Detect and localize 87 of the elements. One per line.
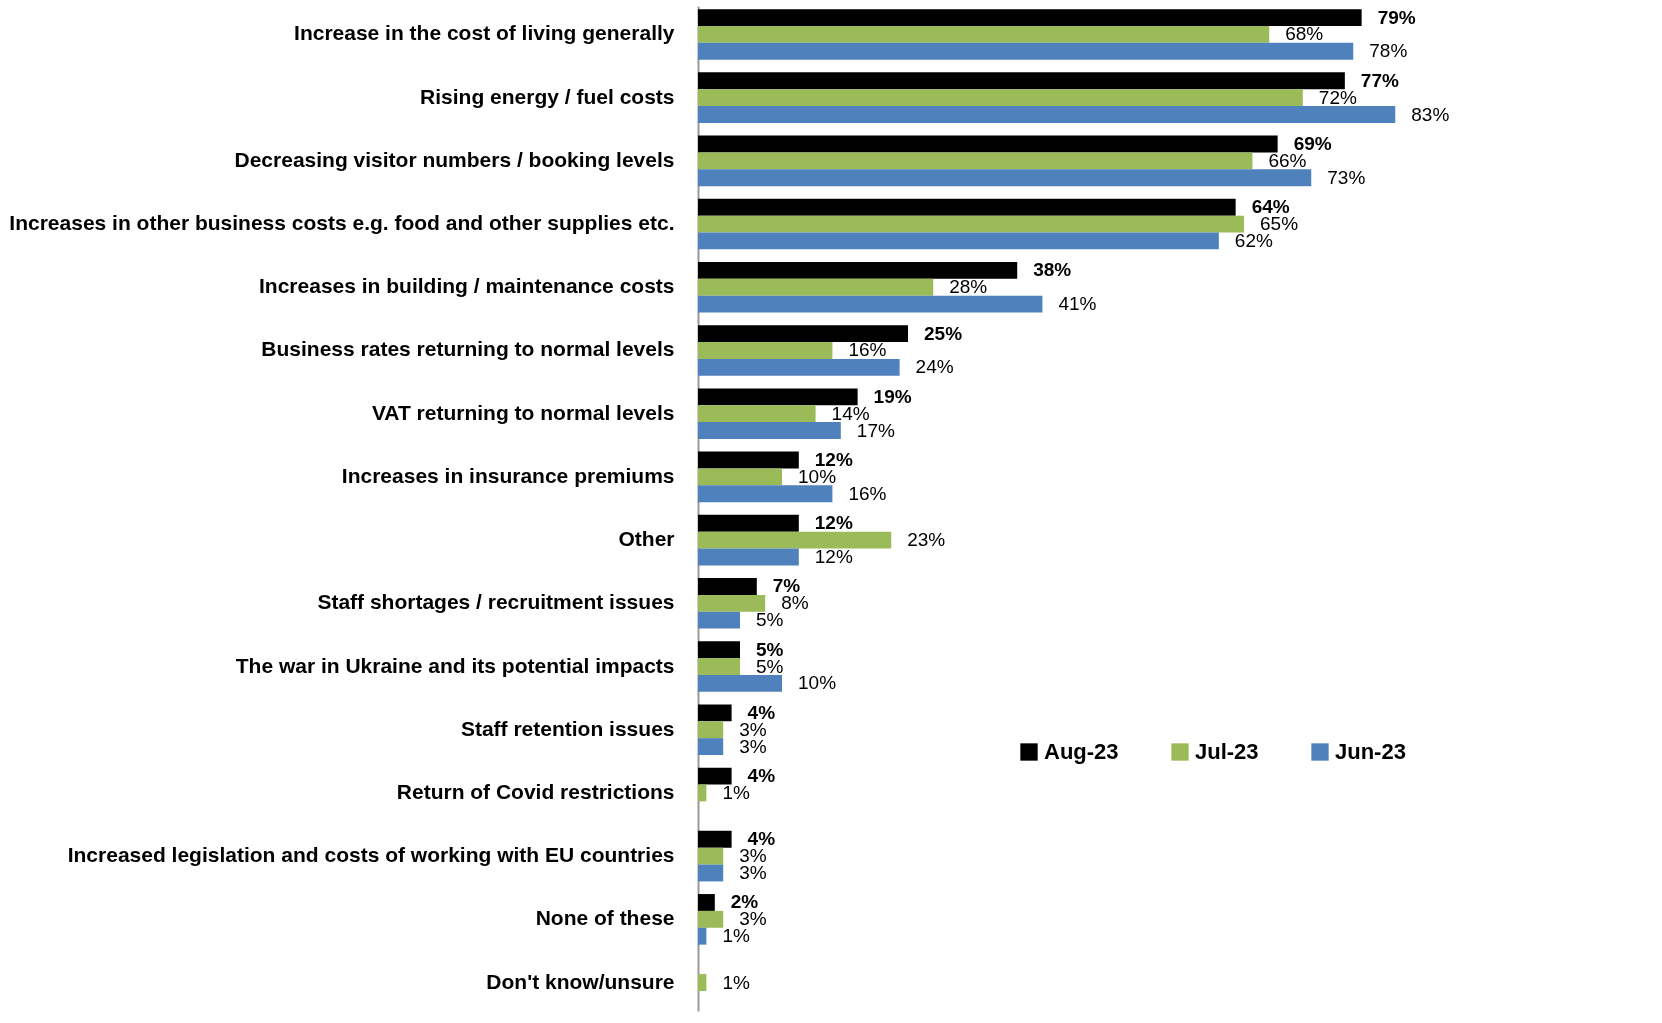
y-tick-label: Return of Covid restrictions — [396, 779, 675, 803]
data-label: 12% — [814, 545, 853, 567]
data-label: 41% — [1058, 293, 1097, 315]
bar — [698, 974, 707, 991]
bar — [698, 215, 1245, 233]
y-tick-label: VAT returning to normal levels — [371, 400, 675, 424]
data-label: 77% — [1360, 69, 1399, 91]
bar — [698, 422, 841, 439]
y-tick-label: Decreasing visitor numbers / booking levels — [234, 147, 675, 171]
data-label: 38% — [1033, 259, 1072, 281]
y-tick-label: Increases in building / maintenance costs — [259, 274, 675, 298]
data-label: 23% — [907, 529, 946, 551]
bar — [698, 721, 724, 739]
legend-label: Aug-23 — [1044, 739, 1119, 764]
y-tick-label: Increased legislation and costs of working with EU countries — [67, 843, 675, 867]
bar — [698, 152, 1253, 170]
bar — [698, 594, 766, 612]
data-label: 72% — [1318, 86, 1357, 108]
bar — [698, 405, 816, 423]
bar — [698, 278, 934, 296]
bar — [698, 9, 1362, 27]
bar — [698, 910, 724, 928]
bar — [698, 704, 732, 722]
bar — [698, 578, 757, 595]
data-label: 16% — [848, 482, 887, 504]
data-label: 19% — [873, 385, 912, 407]
bar — [698, 548, 799, 566]
y-tick-label: Increases in other business costs e.g. food and other supplies etc. — [9, 211, 675, 235]
y-tick-label: Don't know/unsure — [486, 969, 675, 993]
bar — [698, 784, 707, 802]
y-tick-label: The war in Ukraine and its potential impacts — [235, 653, 675, 677]
data-label: 68% — [1285, 23, 1324, 45]
bar — [698, 864, 724, 882]
data-label: 16% — [848, 339, 887, 361]
bar — [698, 468, 783, 486]
data-label: 78% — [1369, 40, 1408, 62]
bar — [698, 135, 1278, 153]
bar — [698, 358, 900, 376]
y-tick-label: Increases in insurance premiums — [341, 463, 675, 487]
bar — [698, 847, 724, 865]
data-label: 1% — [722, 971, 750, 993]
bar — [698, 198, 1236, 216]
bar — [698, 325, 909, 343]
bar — [698, 261, 1018, 279]
y-tick-label: Staff retention issues — [460, 716, 675, 740]
legend-label: Jun-23 — [1335, 739, 1406, 764]
data-label: 5% — [756, 609, 784, 631]
bar — [698, 830, 732, 848]
bar — [698, 738, 724, 756]
bar — [698, 106, 1396, 123]
bar — [698, 169, 1312, 187]
bar — [698, 89, 1303, 107]
bar — [698, 611, 740, 629]
bar — [698, 531, 892, 549]
bar — [698, 641, 740, 659]
y-tick-label: Other — [618, 527, 675, 551]
bar — [698, 388, 858, 406]
data-label: 10% — [798, 672, 837, 694]
data-label: 1% — [722, 781, 750, 803]
bar — [698, 295, 1043, 313]
bar — [698, 232, 1219, 250]
data-label: 83% — [1411, 103, 1450, 125]
data-label: 28% — [949, 276, 988, 298]
bar — [698, 674, 783, 692]
bar — [698, 927, 707, 945]
data-label: 25% — [924, 322, 963, 344]
bar — [698, 894, 715, 911]
data-label: 24% — [915, 356, 954, 378]
bar — [698, 72, 1345, 90]
bar — [698, 451, 799, 469]
bar — [698, 42, 1354, 60]
bar — [698, 658, 740, 675]
bar — [698, 767, 732, 785]
y-tick-label: Business rates returning to normal levels — [261, 337, 675, 361]
bar — [698, 514, 799, 532]
bar — [698, 342, 833, 359]
bar — [698, 485, 833, 503]
data-label: 73% — [1327, 166, 1366, 188]
bar — [698, 26, 1270, 43]
y-tick-label: None of these — [535, 906, 675, 930]
y-tick-label: Rising energy / fuel costs — [420, 84, 675, 108]
data-label: 12% — [814, 512, 853, 534]
data-label: 4% — [747, 765, 776, 787]
y-tick-label: Increase in the cost of living generally — [294, 21, 675, 45]
data-label: 79% — [1377, 6, 1416, 28]
legend-label: Jul-23 — [1195, 739, 1259, 764]
y-tick-label: Staff shortages / recruitment issues — [317, 590, 675, 614]
